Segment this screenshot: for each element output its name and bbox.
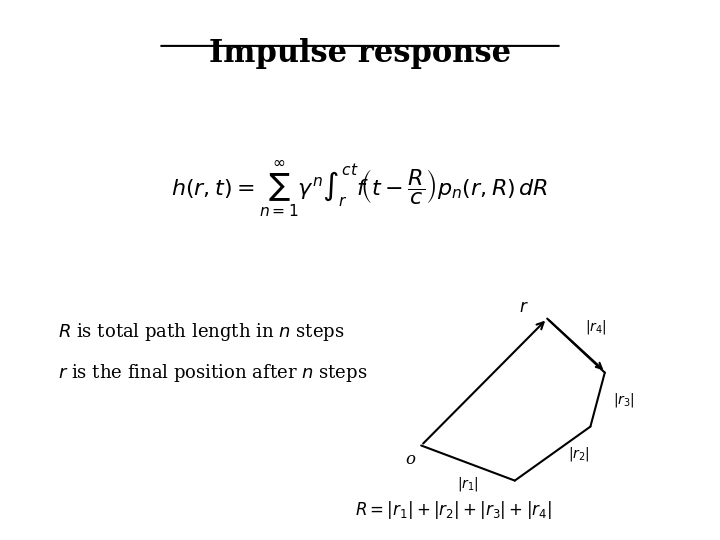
Text: o: o (405, 451, 415, 468)
Text: Impulse response: Impulse response (209, 38, 511, 69)
Text: $|r_3|$: $|r_3|$ (613, 390, 635, 409)
Text: $h(r,t) = \sum_{n=1}^{\infty} \gamma^n \int_r^{ct} f\!\left(t - \dfrac{R}{c}\rig: $h(r,t) = \sum_{n=1}^{\infty} \gamma^n \… (171, 159, 549, 219)
Text: $|r_2|$: $|r_2|$ (569, 444, 590, 463)
Text: $r$: $r$ (519, 299, 529, 316)
Text: $|r_4|$: $|r_4|$ (585, 318, 606, 336)
Text: $R$ is total path length in $n$ steps: $R$ is total path length in $n$ steps (58, 321, 344, 343)
Text: $|r_1|$: $|r_1|$ (457, 475, 479, 493)
Text: $R = |r_1| + |r_2| + |r_3| + |r_4|$: $R = |r_1| + |r_2| + |r_3| + |r_4|$ (355, 500, 552, 521)
Text: $r$ is the final position after $n$ steps: $r$ is the final position after $n$ step… (58, 362, 367, 383)
